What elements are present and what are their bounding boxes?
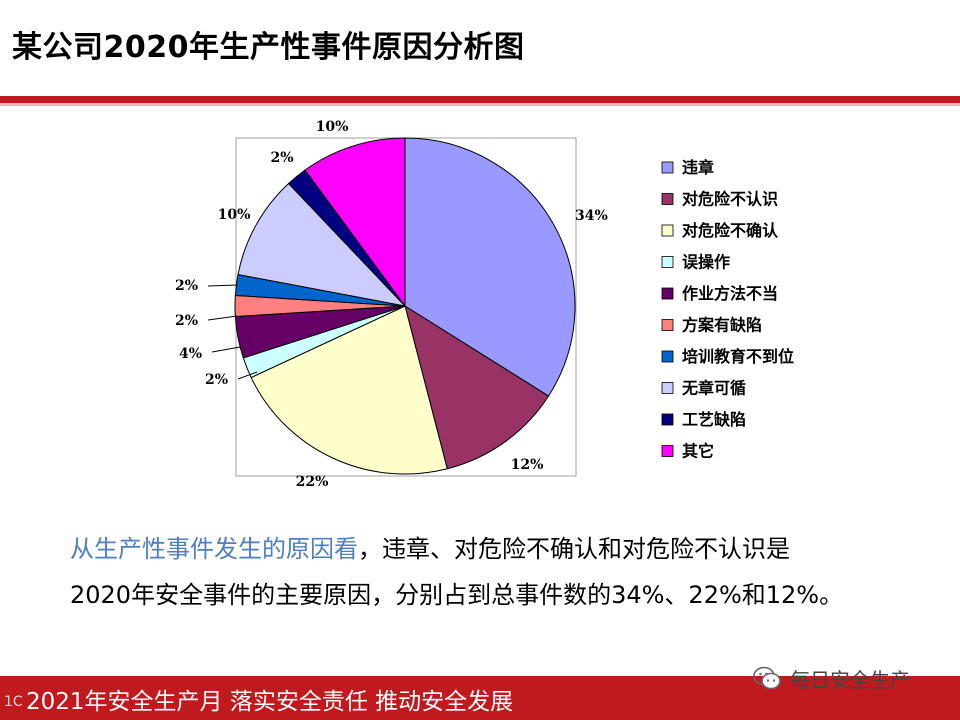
leader-line-3: [237, 371, 258, 380]
pie-slice-labels: 34%12%22%2%4%2%2%10%2%10%: [175, 119, 608, 490]
legend-swatch-7: [661, 382, 674, 394]
slice-label-1: 12%: [511, 457, 544, 473]
pie-slice-1: [404, 304, 550, 470]
caption-highlight: 从生产性事件发生的原因看: [70, 535, 358, 563]
caption-line1-rest: ，违章、对危险不确认和对危险不认识是: [358, 535, 790, 563]
legend-label-7: 无章可循: [681, 379, 746, 398]
legend-label-1: 对危险不认识: [682, 190, 778, 209]
legend-swatch-2: [661, 224, 674, 237]
pie-slice-9: [304, 137, 406, 308]
leader-line-5: [207, 315, 238, 321]
slice-label-4: 4%: [179, 346, 202, 362]
slice-label-8: 2%: [270, 150, 293, 166]
pie-slice-7: [237, 182, 407, 307]
slice-label-6: 2%: [175, 278, 198, 294]
wechat-account-name: 每日安全生产: [790, 667, 910, 692]
wechat-icon: [753, 666, 781, 690]
title-divider-shadow: [0, 103, 960, 106]
legend-swatch-9: [661, 445, 674, 457]
footer-bar: [0, 676, 960, 720]
footer-slogan: 2021年安全生产月 落实安全责任 推动安全发展: [26, 689, 514, 715]
slice-label-9: 10%: [316, 119, 349, 135]
legend-label-5: 方案有缺陷: [682, 316, 762, 335]
legend-swatch-8: [661, 413, 674, 426]
slice-label-3: 2%: [205, 372, 228, 388]
pie-slice-0: [404, 137, 576, 397]
legend-swatch-0: [661, 161, 674, 174]
slice-label-0: 34%: [575, 208, 608, 224]
legend-label-6: 培训教育不到位: [682, 347, 794, 366]
page-title: 某公司2020年生产性事件原因分析图: [12, 30, 525, 65]
legend-swatch-4: [661, 287, 674, 300]
legend-swatch-5: [661, 319, 674, 331]
corner-watermark: 1C: [4, 694, 23, 710]
legend-label-4: 作业方法不当: [682, 284, 778, 303]
legend-label-8: 工艺缺陷: [682, 410, 746, 429]
legend-label-0: 违章: [682, 158, 714, 177]
chart-caption: 从生产性事件发生的原因看，违章、对危险不确认和对危险不认识是 2020年安全事件…: [70, 526, 930, 618]
pie-slices: [234, 137, 576, 475]
wechat-watermark: 每日安全生产: [752, 664, 910, 692]
legend-label-9: 其它: [682, 442, 714, 461]
legend-label-3: 误操作: [682, 253, 730, 272]
pie-chart: 34%12%22%2%4%2%2%10%2%10% 违章对危险不认识对危险不确认…: [175, 119, 794, 490]
slice-label-5: 2%: [175, 313, 198, 329]
pie-slice-2: [250, 305, 448, 475]
legend-swatch-6: [661, 350, 674, 363]
slice-label-2: 22%: [296, 474, 329, 490]
legend-swatch-3: [661, 256, 674, 268]
caption-line2: 2020年安全事件的主要原因，分别占到总事件数的34%、22%和12%。: [70, 581, 844, 609]
slice-label-7: 10%: [218, 207, 251, 223]
legend-swatch-1: [661, 193, 674, 205]
title-divider: [0, 96, 960, 103]
chart-legend: 违章对危险不认识对危险不确认误操作作业方法不当方案有缺陷培训教育不到位无章可循工…: [661, 158, 794, 461]
leader-line-6: [207, 284, 239, 287]
leader-line-4: [211, 346, 241, 353]
legend-label-2: 对危险不确认: [682, 221, 779, 240]
